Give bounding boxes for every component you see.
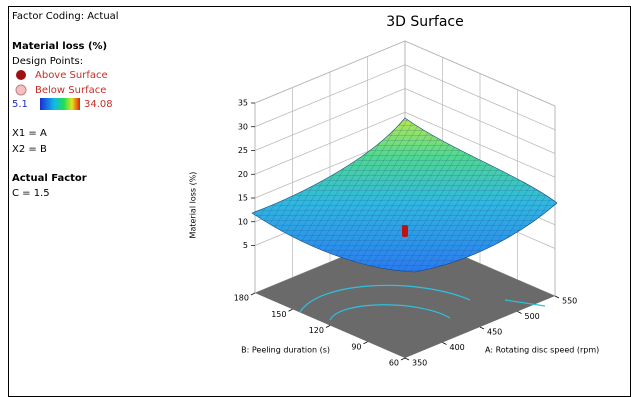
z-tick-label: 10 [238,217,248,226]
y-tick [363,341,368,345]
coding: Factor Coding: Actual [12,11,119,22]
z-tick-label: 15 [238,194,248,203]
x-tick-label: 350 [412,359,427,368]
above-marker [16,70,26,80]
z-axis-label: Material loss (%) [189,172,198,239]
z-tick-label: 5 [243,241,248,250]
response: Material loss (%) [12,41,107,52]
floor-contours [299,284,546,321]
chart-title: 3D Surface [386,14,463,30]
x-tick [442,342,447,345]
y-tick [325,325,331,328]
y-tick-label: 90 [351,342,361,351]
surface-mesh [252,118,557,272]
color-bar [40,98,80,110]
actual-factor: Actual Factor [12,173,87,184]
z-tick-label: 25 [238,146,248,155]
y-tick-label: 180 [234,294,249,303]
y-tick [250,292,256,296]
factor-c: C = 1.5 [12,188,50,199]
y-tick [400,357,406,361]
x-tick-label: 550 [562,297,577,306]
y-tick [288,308,293,312]
x-tick [479,326,485,330]
x2: X2 = B [12,144,47,155]
x-tick [404,357,410,361]
y-tick-label: 150 [271,310,286,319]
x-tick [517,311,522,314]
x-tick-label: 400 [450,343,465,352]
design-points: Design Points: [12,56,83,67]
y-axis-label: B: Peeling duration (s) [241,346,330,355]
surface [251,117,558,273]
floor [255,231,555,358]
x-tick-label: 450 [487,328,502,337]
axes: 5 10 15 20 25 30 35 350 400 450 500 550 60 90 120 150 18… [189,99,600,368]
below-label: Below Surface [35,85,106,96]
below-marker [15,84,27,96]
design-point [402,225,408,237]
z-tick-label: 20 [238,170,248,179]
x-tick [554,295,560,299]
y-tick-label: 60 [389,359,399,368]
side-panel: Factor Coding: Actual Material loss (%) … [12,11,119,199]
x-axis-label: A: Rotating disc speed (rpm) [485,346,599,355]
x-tick-label: 500 [525,312,540,321]
scale-max: 34.08 [84,99,113,110]
z-tick-label: 30 [238,122,248,131]
x1: X1 = A [12,128,47,139]
scale-min: 5.1 [12,99,28,110]
above-label: Above Surface [35,70,108,81]
z-tick-label: 35 [238,99,248,108]
y-tick-label: 120 [309,326,324,335]
